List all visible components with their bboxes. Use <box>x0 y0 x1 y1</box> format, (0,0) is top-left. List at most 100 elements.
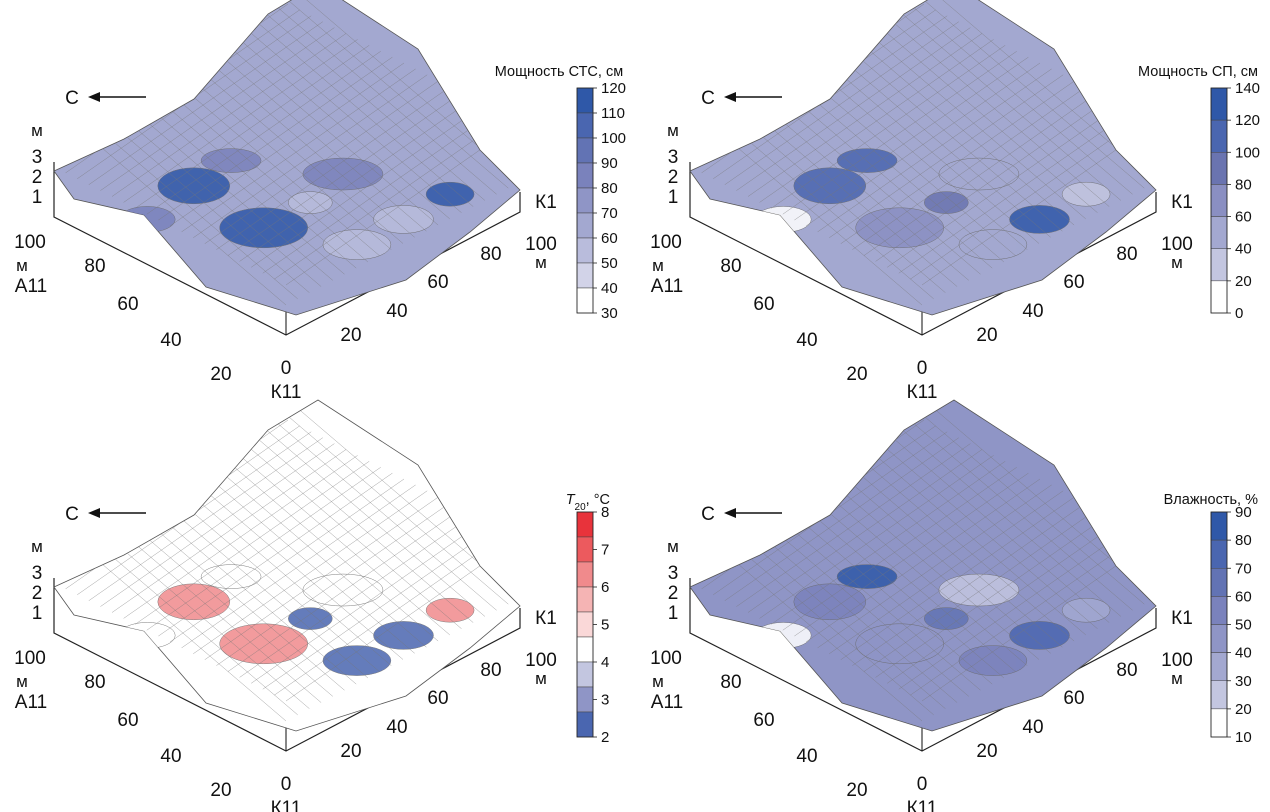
right-axis-tick: 100 <box>525 650 557 671</box>
colorbar-band <box>1210 248 1228 282</box>
panel-2: бСм32110080604020мА1120406080100мК10К111… <box>650 0 1260 403</box>
colorbar-tick: 5 <box>601 617 609 634</box>
colorbar-band <box>1210 568 1228 597</box>
right-axis-tick: 80 <box>480 660 501 681</box>
colorbar-band <box>576 212 594 239</box>
colorbar-tick: 60 <box>1235 588 1252 605</box>
colorbar-band <box>576 287 594 314</box>
colorbar-band <box>576 112 594 139</box>
panel-4: гСм32110080604020мА1120406080100мК10К119… <box>650 399 1258 812</box>
colorbar-tick: 60 <box>601 230 618 247</box>
left-axis-unit: м <box>16 256 28 275</box>
left-axis-tick: 40 <box>796 746 817 767</box>
colorbar-title: Мощность СТС, см <box>495 64 623 80</box>
right-axis-tick: 40 <box>386 301 407 322</box>
right-axis-tick: 80 <box>1116 244 1137 265</box>
left-axis-tick: 20 <box>846 364 867 385</box>
colorbar-band <box>1210 216 1228 249</box>
left-axis-unit: м <box>16 672 28 691</box>
colorbar-band <box>1210 596 1228 625</box>
colorbar-title: T20, °C <box>566 492 610 513</box>
right-axis-tick: 60 <box>427 688 448 709</box>
colorbar-tick: 30 <box>601 305 618 322</box>
origin-corner-label: К11 <box>271 798 302 812</box>
right-corner-label: К1 <box>535 192 557 213</box>
colorbar-tick: 110 <box>601 105 625 122</box>
right-axis-tick: 100 <box>1161 650 1193 671</box>
colorbar-band <box>576 536 594 563</box>
origin-corner-label: К11 <box>907 798 938 812</box>
colorbar-tick: 140 <box>1235 80 1260 97</box>
left-axis-tick: 80 <box>84 672 105 693</box>
right-axis-tick: 80 <box>480 244 501 265</box>
colorbar-band <box>576 586 594 613</box>
panel-3: вСм32110080604020мА1120406080100мК10К118… <box>14 399 610 812</box>
right-corner-label: К1 <box>1171 192 1193 213</box>
colorbar-tick: 0 <box>1235 305 1243 322</box>
left-axis-tick: 60 <box>117 710 138 731</box>
colorbar-tick: 80 <box>601 180 618 197</box>
colorbar-tick: 20 <box>1235 701 1252 718</box>
colorbar-band <box>576 661 594 688</box>
right-axis-unit: м <box>535 669 547 688</box>
right-axis-tick: 20 <box>340 325 361 346</box>
right-axis-tick: 60 <box>427 272 448 293</box>
colorbar-band <box>576 561 594 588</box>
origin-label: 0 <box>917 358 928 379</box>
colorbar-tick: 20 <box>1235 273 1252 290</box>
left-axis-tick: 60 <box>117 294 138 315</box>
colorbar-tick: 40 <box>1235 645 1252 662</box>
left-axis-tick: 20 <box>846 780 867 801</box>
colorbar-band <box>576 162 594 189</box>
colorbar-tick: 120 <box>1235 112 1260 129</box>
colorbar-tick: 40 <box>1235 241 1252 258</box>
left-axis-tick: 100 <box>650 648 682 669</box>
right-corner-label: К1 <box>535 608 557 629</box>
left-axis-tick: 80 <box>720 672 741 693</box>
colorbar-band <box>576 636 594 663</box>
left-axis-tick: 80 <box>720 256 741 277</box>
colorbar-title: Мощность СП, см <box>1138 64 1258 80</box>
z-axis-unit: м <box>31 537 43 556</box>
z-tick: 1 <box>668 603 679 624</box>
left-axis-tick: 40 <box>160 746 181 767</box>
z-axis-unit: м <box>667 121 679 140</box>
right-axis-unit: м <box>535 253 547 272</box>
z-tick: 1 <box>668 187 679 208</box>
colorbar-tick: 50 <box>601 255 618 272</box>
right-axis-tick: 40 <box>386 717 407 738</box>
colorbar-tick: 80 <box>1235 176 1252 193</box>
origin-corner-label: К11 <box>271 382 302 403</box>
colorbar-band <box>576 711 594 738</box>
colorbar-tick: 80 <box>1235 532 1252 549</box>
right-axis-tick: 20 <box>340 741 361 762</box>
colorbar-band <box>576 87 594 114</box>
colorbar-band <box>1210 87 1228 121</box>
colorbar-band <box>1210 184 1228 217</box>
colorbar-band <box>576 187 594 214</box>
right-axis-tick: 20 <box>976 325 997 346</box>
left-axis-tick: 20 <box>210 364 231 385</box>
colorbar-tick: 8 <box>601 504 609 521</box>
z-tick: 2 <box>32 583 43 604</box>
z-tick: 2 <box>668 167 679 188</box>
colorbar: 90 80 70 60 50 40 30 20 10 Влажность, % <box>1164 492 1258 746</box>
surface <box>689 399 1157 732</box>
right-axis-tick: 100 <box>1161 234 1193 255</box>
left-axis-unit: м <box>652 256 664 275</box>
left-axis-tick: 100 <box>14 648 46 669</box>
surface <box>689 0 1157 316</box>
left-corner-label: А11 <box>15 276 47 297</box>
left-axis-tick: 80 <box>84 256 105 277</box>
colorbar-band <box>576 511 594 538</box>
z-tick: 3 <box>32 563 43 584</box>
left-axis-tick: 20 <box>210 780 231 801</box>
north-label: С <box>65 504 79 525</box>
colorbar-band <box>1210 280 1228 314</box>
colorbar-tick: 2 <box>601 729 609 746</box>
right-axis-tick: 60 <box>1063 688 1084 709</box>
origin-corner-label: К11 <box>907 382 938 403</box>
north-label: С <box>701 88 715 109</box>
z-tick: 2 <box>668 583 679 604</box>
right-axis-tick: 100 <box>525 234 557 255</box>
